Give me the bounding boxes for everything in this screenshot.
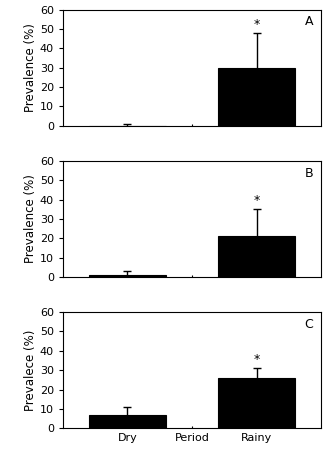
Text: B: B [305, 167, 313, 179]
Text: *: * [254, 18, 260, 31]
Text: *: * [254, 353, 260, 367]
Text: A: A [305, 15, 313, 29]
Y-axis label: Prevalece (%): Prevalece (%) [24, 329, 37, 411]
Y-axis label: Prevalence (%): Prevalence (%) [24, 175, 37, 263]
Bar [218, 237, 295, 277]
Bar [89, 415, 166, 428]
Text: C: C [305, 318, 313, 331]
Y-axis label: Prevalence (%): Prevalence (%) [24, 23, 37, 112]
Bar [218, 68, 295, 126]
Bar [89, 275, 166, 277]
Bar [218, 378, 295, 428]
Text: *: * [254, 194, 260, 208]
